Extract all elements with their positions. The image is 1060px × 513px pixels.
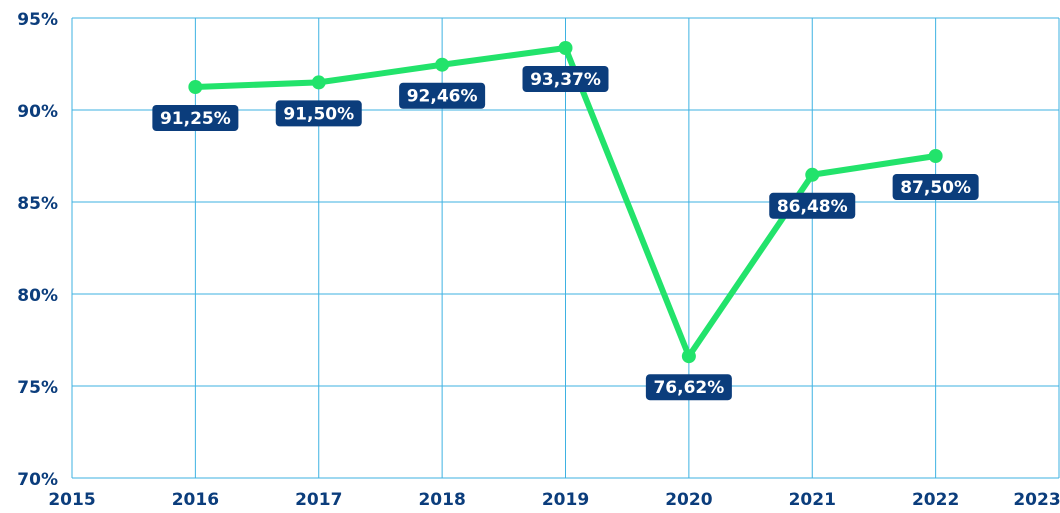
data-label-text: 92,46% (407, 87, 478, 107)
x-tick-label: 2023 (1013, 490, 1060, 510)
x-tick-label: 2018 (418, 490, 465, 510)
x-tick-label: 2019 (542, 490, 589, 510)
data-point (188, 80, 203, 94)
data-point (928, 149, 943, 163)
y-tick-label: 85% (17, 194, 58, 214)
data-label: 92,46% (399, 82, 486, 109)
data-label-box (152, 105, 239, 131)
data-label-text: 87,50% (900, 178, 971, 198)
data-label: 76,62% (645, 374, 732, 401)
data-label: 91,25% (152, 105, 239, 131)
x-tick-label: 2017 (295, 490, 342, 510)
data-label-box (892, 174, 979, 200)
data-label-box (769, 192, 856, 219)
data-label-box (645, 374, 732, 401)
y-tick-label: 90% (17, 102, 58, 122)
data-label: 91,50% (275, 100, 362, 127)
data-label-text: 91,50% (283, 104, 354, 124)
data-label-box (399, 82, 486, 109)
y-tick-label: 80% (17, 286, 58, 306)
data-point (681, 349, 696, 364)
data-point (805, 167, 820, 182)
data-label-box (522, 65, 609, 92)
data-point (558, 40, 573, 55)
data-label: 86,48% (769, 192, 856, 219)
data-label-text: 91,25% (160, 109, 231, 129)
x-tick-label: 2015 (48, 490, 95, 510)
data-point (311, 75, 326, 90)
data-label: 87,50% (892, 174, 979, 200)
data-label-text: 86,48% (777, 197, 848, 217)
data-point (435, 57, 450, 72)
x-tick-label: 2020 (665, 490, 712, 510)
data-label: 93,37% (522, 65, 609, 92)
y-tick-label: 75% (17, 378, 58, 398)
x-tick-label: 2021 (789, 490, 836, 510)
x-tick-label: 2016 (172, 490, 219, 510)
y-tick-label: 70% (17, 470, 58, 490)
data-label-text: 76,62% (653, 378, 724, 398)
y-tick-label: 95% (17, 10, 58, 30)
data-label-text: 93,37% (530, 70, 601, 90)
x-tick-label: 2022 (912, 490, 959, 510)
data-label-box (275, 100, 362, 127)
